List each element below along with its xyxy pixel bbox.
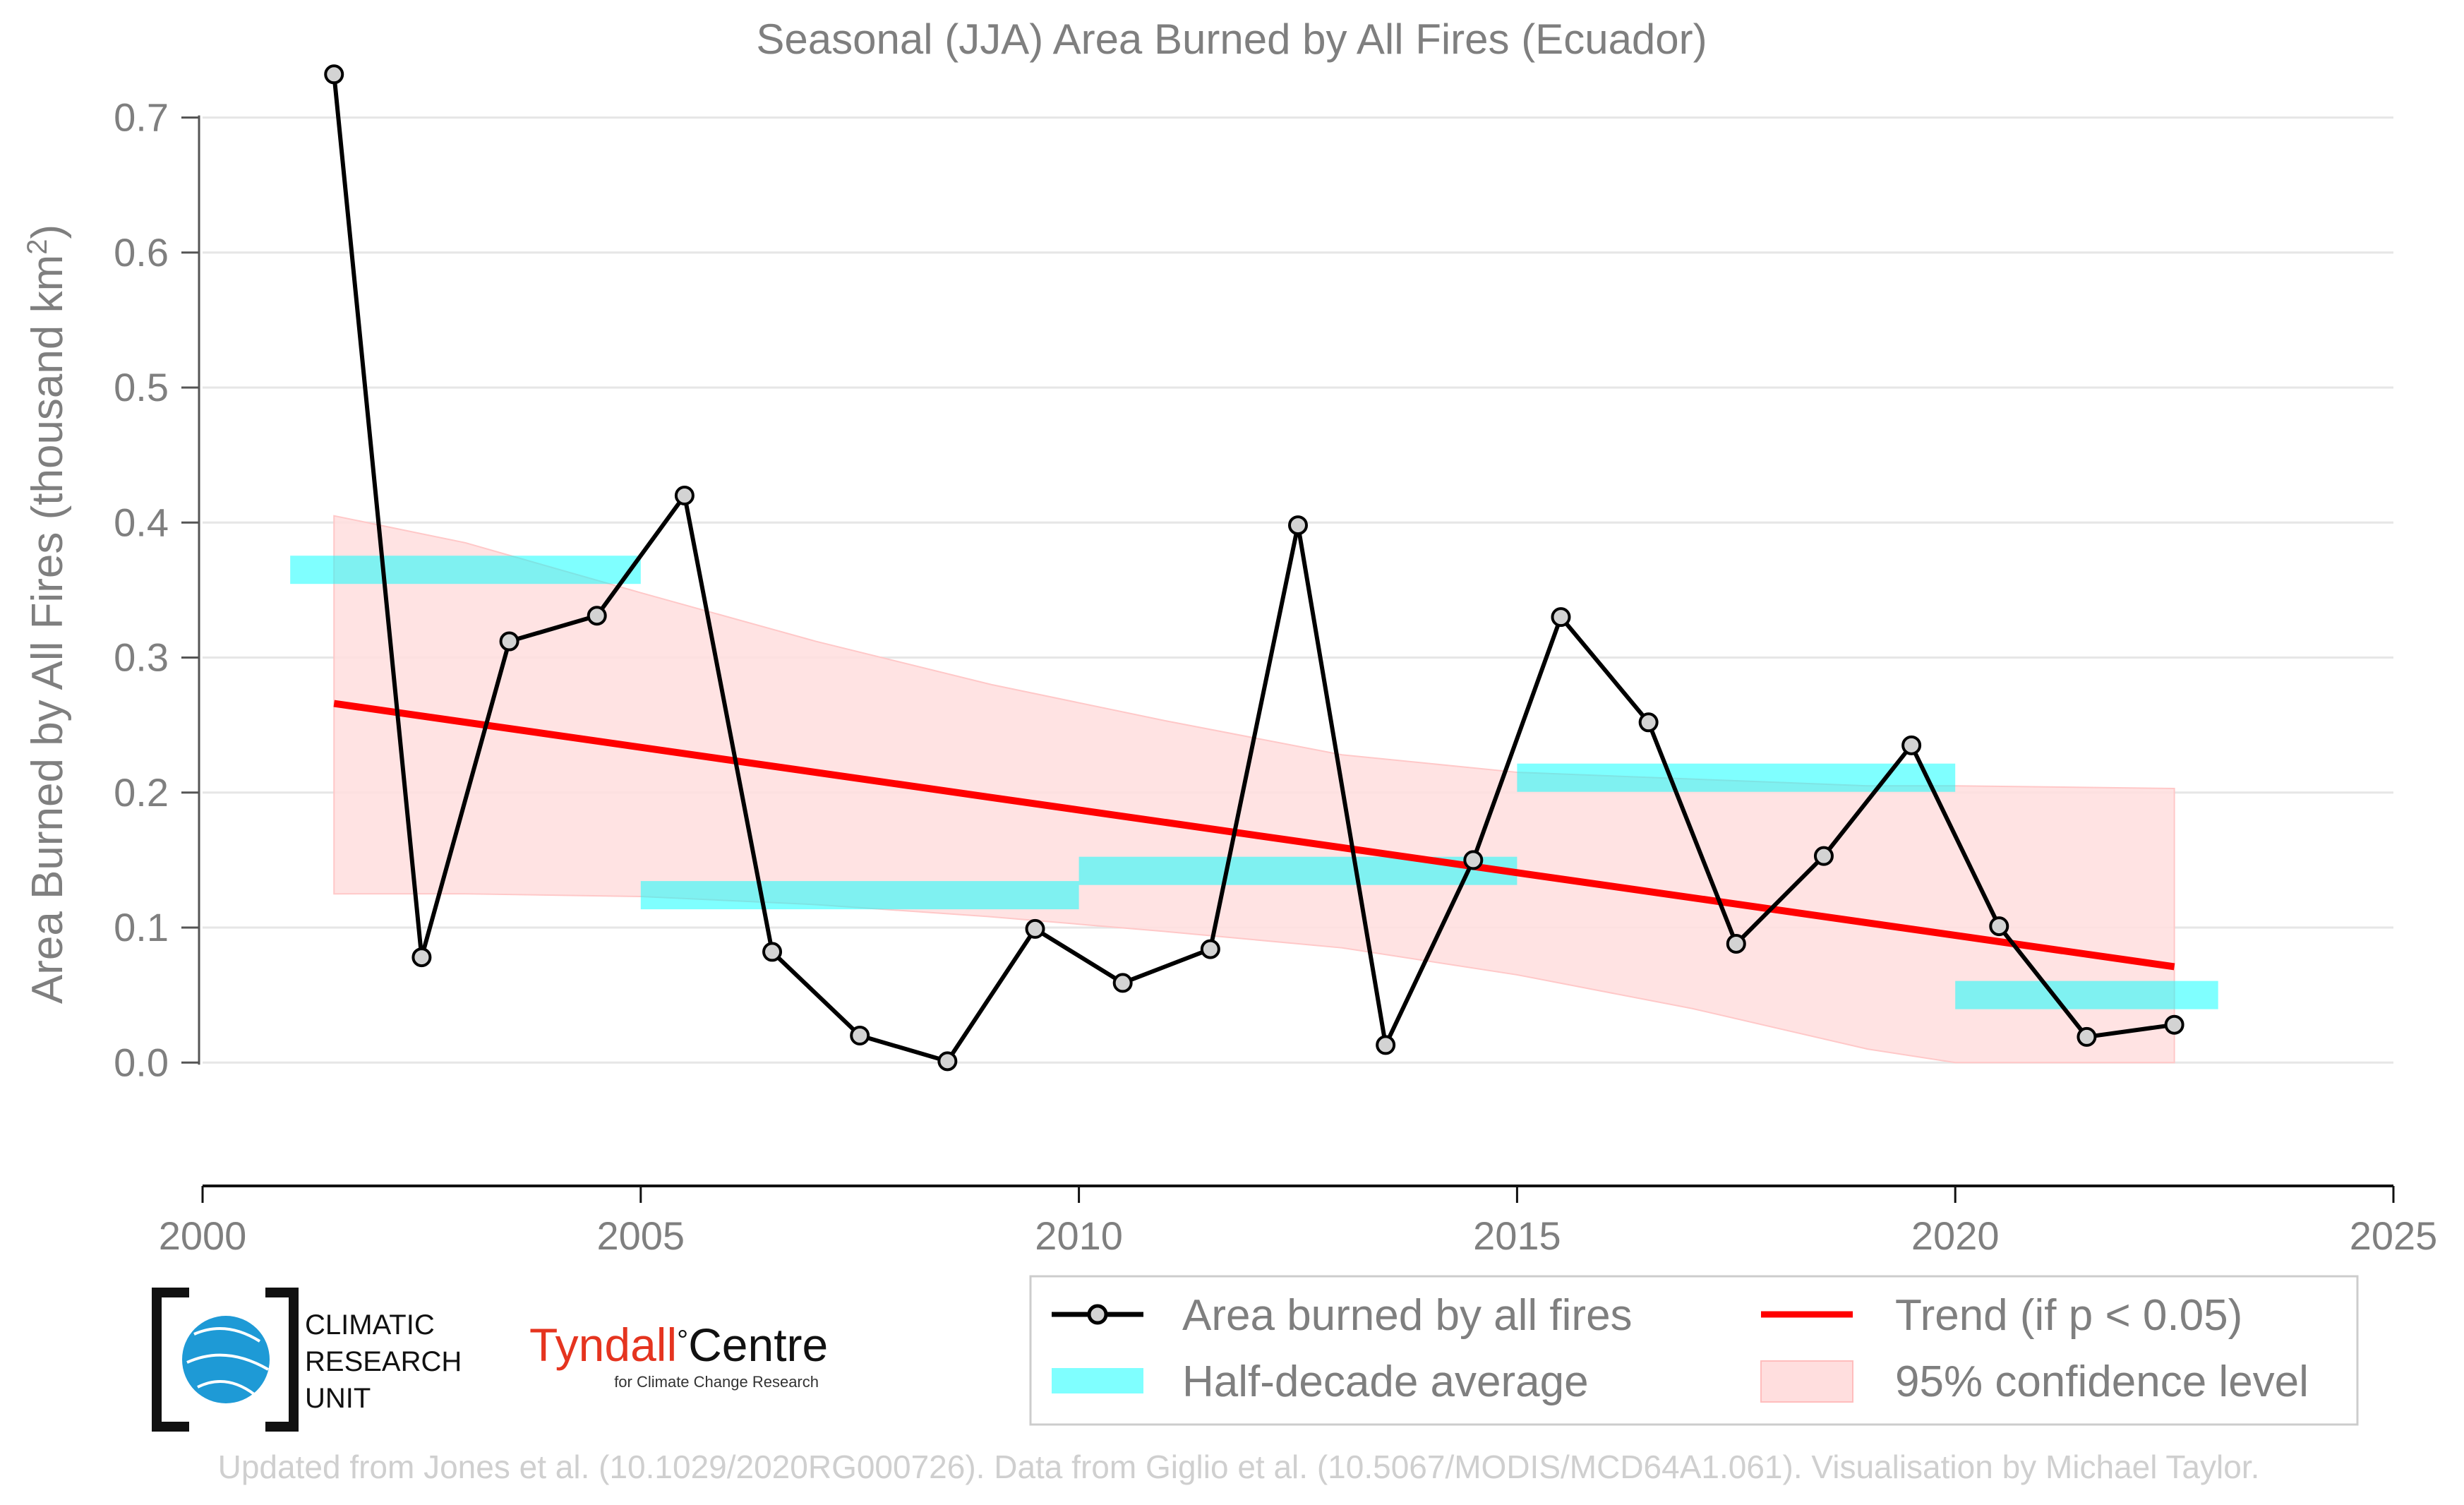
y-axis-label-sup: 2 bbox=[22, 239, 53, 255]
cru-logo-bracket-left bbox=[152, 1288, 189, 1432]
cru-logo-line-1: CLIMATIC bbox=[305, 1309, 435, 1341]
data-point bbox=[674, 486, 695, 505]
credit-line: Updated from Jones et al. (10.1029/2020R… bbox=[218, 1449, 2260, 1485]
data-point bbox=[1989, 916, 2009, 937]
trend-layer bbox=[333, 700, 2175, 971]
y-tick-label: 0.7 bbox=[114, 95, 169, 140]
trend-line bbox=[333, 700, 2175, 971]
y-tick-label: 0.5 bbox=[114, 365, 169, 409]
y-tick-label: 0.1 bbox=[114, 905, 169, 949]
data-point bbox=[1813, 846, 1834, 866]
half-decade-bar bbox=[640, 881, 1079, 910]
y-axis-label-main: Area Burned by All Fires (thousand km bbox=[23, 255, 72, 1004]
data-point bbox=[499, 631, 519, 652]
data-point bbox=[1025, 918, 1045, 939]
data-point bbox=[1726, 933, 1746, 954]
data-point bbox=[324, 64, 344, 85]
legend-frame bbox=[1029, 1275, 2359, 1426]
data-point bbox=[1112, 973, 1133, 993]
legend-label-confidence: 95% confidence level bbox=[1895, 1357, 2309, 1406]
x-tick-label: 2010 bbox=[1035, 1213, 1123, 1258]
data-point bbox=[1463, 850, 1484, 870]
legend-swatch-confidence bbox=[1760, 1360, 1853, 1403]
tyndall-logo-black: Centre bbox=[688, 1319, 828, 1371]
half-decade-bar bbox=[1955, 981, 2218, 1009]
data-point bbox=[411, 947, 432, 968]
data-point bbox=[762, 942, 783, 962]
data-point bbox=[1288, 515, 1308, 536]
data-point bbox=[587, 606, 607, 626]
data-point bbox=[937, 1051, 958, 1072]
y-tick-label: 0.2 bbox=[114, 770, 169, 815]
x-tick-label: 2015 bbox=[1473, 1213, 1561, 1258]
cru-logo-line-3: UNIT bbox=[305, 1383, 371, 1414]
tyndall-logo-degree: ° bbox=[677, 1325, 688, 1356]
x-tick-label: 2000 bbox=[159, 1213, 247, 1258]
data-point bbox=[2164, 1014, 2184, 1035]
data-point bbox=[1901, 735, 1922, 755]
chart-title: Seasonal (JJA) Area Burned by All Fires … bbox=[756, 16, 1707, 63]
legend-label-series: Area burned by all fires bbox=[1182, 1291, 1633, 1340]
legend-swatch-series-marker bbox=[1087, 1304, 1108, 1325]
y-tick-label: 0.0 bbox=[114, 1040, 169, 1084]
y-tick-label: 0.6 bbox=[114, 230, 169, 275]
legend-label-trend: Trend (if p < 0.05) bbox=[1895, 1291, 2242, 1340]
tyndall-logo: Tyndall°Centre for Climate Change Resear… bbox=[529, 1319, 828, 1391]
data-point bbox=[1376, 1035, 1396, 1055]
cru-logo-globe bbox=[182, 1316, 270, 1403]
series-layer bbox=[324, 64, 2184, 1072]
data-point bbox=[1638, 712, 1659, 733]
tyndall-logo-wordmark: Tyndall°Centre bbox=[529, 1319, 828, 1371]
data-point bbox=[1551, 607, 1571, 628]
data-point bbox=[2077, 1026, 2097, 1047]
half-decade-bar bbox=[1517, 763, 1956, 792]
x-tick-label: 2005 bbox=[597, 1213, 685, 1258]
y-tick-label: 0.3 bbox=[114, 635, 169, 680]
x-tick-label: 2025 bbox=[2350, 1213, 2438, 1258]
cru-logo-line-2: RESEARCH bbox=[305, 1346, 462, 1377]
axis-layer: 0.0 0.1 0.2 0.3 0.4 0.5 0.6 0.7 2000 2005 2010 2015… bbox=[114, 95, 2437, 1259]
tyndall-logo-subtitle: for Climate Change Research bbox=[614, 1373, 819, 1391]
cru-logo-bracket-right bbox=[265, 1288, 299, 1432]
legend: Area burned by all fires Half-decade ave… bbox=[1029, 1275, 2359, 1426]
series-line bbox=[332, 74, 2175, 1064]
half-decade-layer bbox=[290, 556, 2218, 1009]
data-point bbox=[850, 1026, 870, 1045]
data-point bbox=[1200, 939, 1220, 959]
x-tick-label: 2020 bbox=[1911, 1213, 2000, 1258]
legend-swatch-half-decade bbox=[1052, 1368, 1143, 1393]
y-axis-label-end: ) bbox=[23, 224, 72, 239]
y-axis-label: Area Burned by All Fires (thousand km2) bbox=[22, 224, 72, 1004]
cru-logo: CLIMATIC RESEARCH UNIT bbox=[152, 1288, 462, 1432]
y-tick-label: 0.4 bbox=[114, 500, 169, 544]
legend-label-half-decade: Half-decade average bbox=[1182, 1357, 1589, 1406]
cru-logo-globe-lines bbox=[186, 1327, 270, 1396]
tyndall-logo-red: Tyndall bbox=[529, 1319, 677, 1371]
half-decade-bar bbox=[290, 556, 641, 584]
